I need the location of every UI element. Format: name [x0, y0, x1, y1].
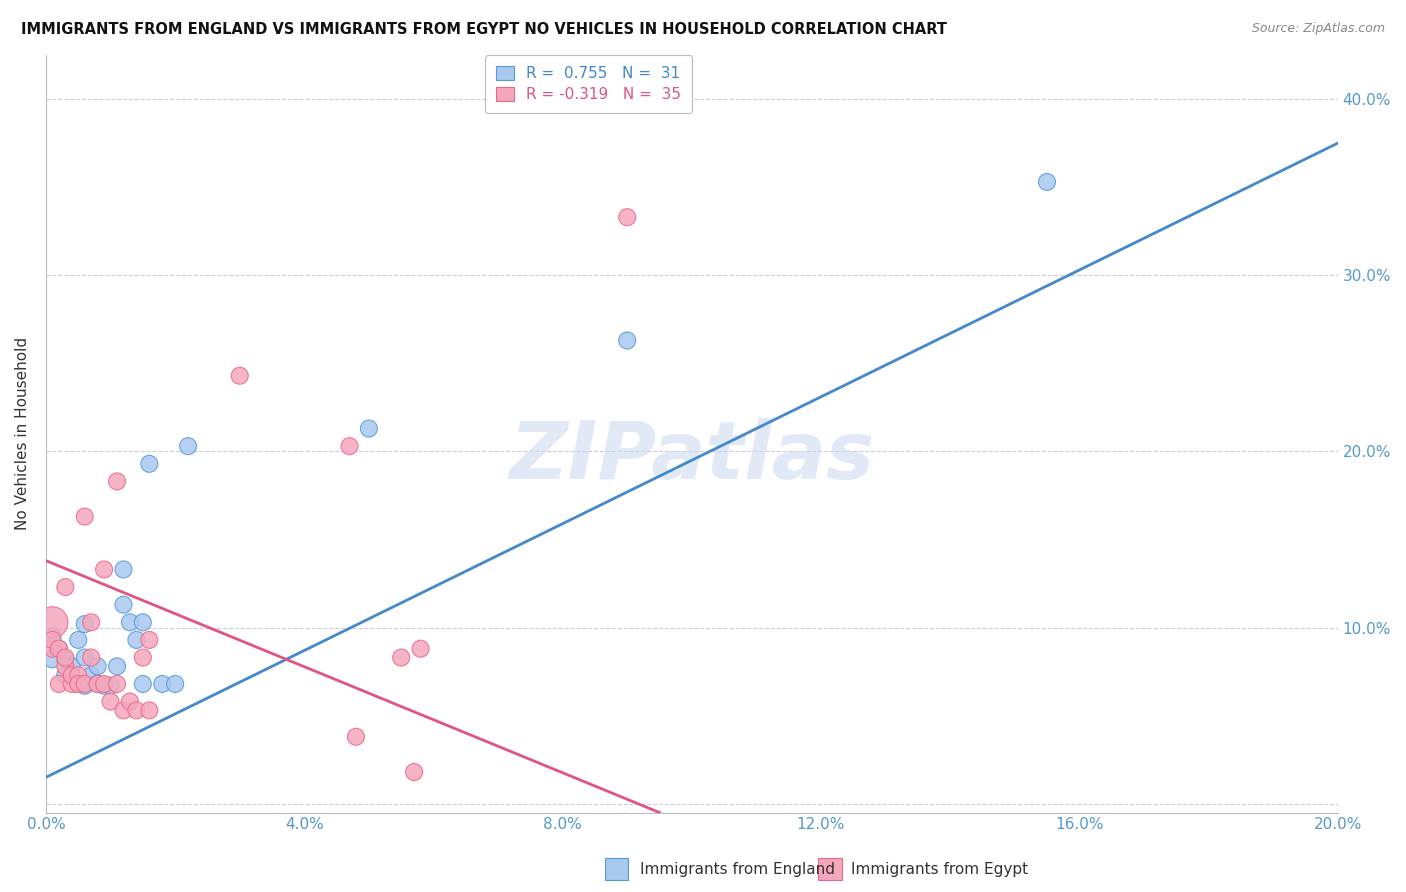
Point	[93, 679, 115, 693]
Point	[41, 652, 63, 666]
Point	[112, 562, 135, 576]
Text: Immigrants from England: Immigrants from England	[640, 863, 835, 877]
Point	[118, 615, 141, 630]
Point	[118, 695, 141, 709]
Point	[73, 677, 96, 691]
Point	[177, 439, 200, 453]
Point	[80, 650, 103, 665]
Text: Immigrants from Egypt: Immigrants from Egypt	[851, 863, 1028, 877]
Point	[228, 368, 250, 383]
Point	[80, 668, 103, 682]
Point	[53, 652, 76, 666]
Point	[67, 632, 90, 647]
Point	[165, 677, 187, 691]
Point	[73, 679, 96, 693]
Point	[93, 677, 115, 691]
Text: IMMIGRANTS FROM ENGLAND VS IMMIGRANTS FROM EGYPT NO VEHICLES IN HOUSEHOLD CORREL: IMMIGRANTS FROM ENGLAND VS IMMIGRANTS FR…	[21, 22, 948, 37]
Y-axis label: No Vehicles in Household: No Vehicles in Household	[15, 337, 30, 531]
Point	[100, 679, 122, 693]
Point	[53, 659, 76, 673]
Point	[86, 677, 108, 691]
Point	[73, 617, 96, 632]
Point	[67, 677, 90, 691]
Point	[616, 334, 638, 348]
Point	[60, 677, 83, 691]
Point	[339, 439, 361, 453]
Point	[357, 421, 380, 435]
Point	[48, 641, 70, 656]
Point	[616, 210, 638, 224]
Point	[389, 650, 412, 665]
Point	[105, 659, 128, 673]
Text: Source: ZipAtlas.com: Source: ZipAtlas.com	[1251, 22, 1385, 36]
Point	[125, 703, 148, 717]
Point	[53, 650, 76, 665]
Legend: R =  0.755   N =  31, R = -0.319   N =  35: R = 0.755 N = 31, R = -0.319 N = 35	[485, 55, 692, 113]
Point	[60, 668, 83, 682]
Point	[67, 668, 90, 682]
Point	[41, 641, 63, 656]
Point	[132, 650, 155, 665]
Point	[86, 659, 108, 673]
Point	[41, 629, 63, 643]
Point	[41, 632, 63, 647]
Point	[138, 703, 160, 717]
Point	[73, 509, 96, 524]
Point	[80, 615, 103, 630]
Point	[53, 668, 76, 682]
Point	[404, 765, 426, 780]
Text: ZIPatlas: ZIPatlas	[509, 417, 875, 496]
Point	[48, 677, 70, 691]
Point	[112, 703, 135, 717]
Point	[48, 641, 70, 656]
Point	[93, 562, 115, 576]
Point	[112, 598, 135, 612]
Point	[105, 677, 128, 691]
Point	[53, 580, 76, 594]
Point	[138, 457, 160, 471]
Point	[73, 650, 96, 665]
Point	[60, 659, 83, 673]
Point	[67, 677, 90, 691]
Point	[150, 677, 173, 691]
Point	[100, 695, 122, 709]
Point	[60, 670, 83, 684]
Point	[125, 632, 148, 647]
Point	[105, 475, 128, 489]
Point	[41, 615, 63, 630]
Point	[1036, 175, 1059, 189]
Point	[132, 615, 155, 630]
Point	[344, 730, 367, 744]
Point	[409, 641, 432, 656]
Point	[86, 677, 108, 691]
Point	[138, 632, 160, 647]
Point	[132, 677, 155, 691]
